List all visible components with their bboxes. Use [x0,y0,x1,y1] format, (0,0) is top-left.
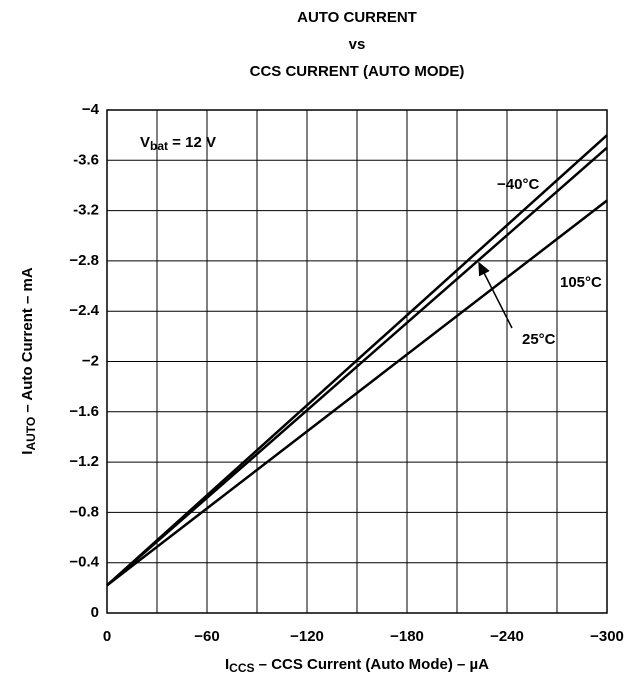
y-tick-label: −0.4 [69,554,99,571]
x-tick-label: −120 [290,628,324,645]
series-label: 105°C [560,274,602,291]
y-tick-label: −2.8 [69,252,99,269]
x-label-symbol: I [225,656,229,673]
x-tick-label: −180 [390,628,424,645]
y-axis-label: IAUTO – Auto Current – mA [19,267,38,455]
y-tick-label: −2 [82,352,99,369]
y-label-symbol: I [19,451,36,455]
y-tick-label: −1.6 [69,403,99,420]
series-line [106,199,608,587]
chart-title: CCS CURRENT (AUTO MODE) [250,63,465,80]
series-line [106,146,608,587]
y-tick-label: −4 [82,101,100,118]
series-label: 25°C [522,331,556,348]
y-label-subscript: AUTO [24,417,38,451]
y-tick-label: 0 [91,604,99,621]
y-label-text: – Auto Current – mA [19,267,36,417]
x-axis-label: ICCS – CCS Current (Auto Mode) – µA [225,656,489,675]
x-tick-label: −300 [590,628,624,645]
x-label-text: – CCS Current (Auto Mode) – µA [255,656,490,673]
plot-frame [106,109,608,614]
annotation-text: = 12 V [168,134,216,151]
y-tick-label: −2.4 [69,302,99,319]
x-label-subscript: CCS [229,661,254,675]
chart-title: AUTO CURRENT [297,9,417,26]
x-tick-label: 0 [103,628,111,645]
x-tick-label: −60 [194,628,219,645]
chart-title: vs [349,36,366,53]
series-line [106,134,608,587]
annotation-subscript: bat [150,139,168,153]
annotation: Vbat = 12 V [140,134,216,153]
series-label: −40°C [497,176,539,193]
x-tick-label: −240 [490,628,524,645]
y-tick-label: −0.8 [69,503,99,520]
y-tick-label: -3.6 [73,151,99,168]
y-tick-label: -3.2 [73,202,99,219]
annotation-symbol: V [140,134,150,151]
y-tick-label: −1.2 [69,453,99,470]
